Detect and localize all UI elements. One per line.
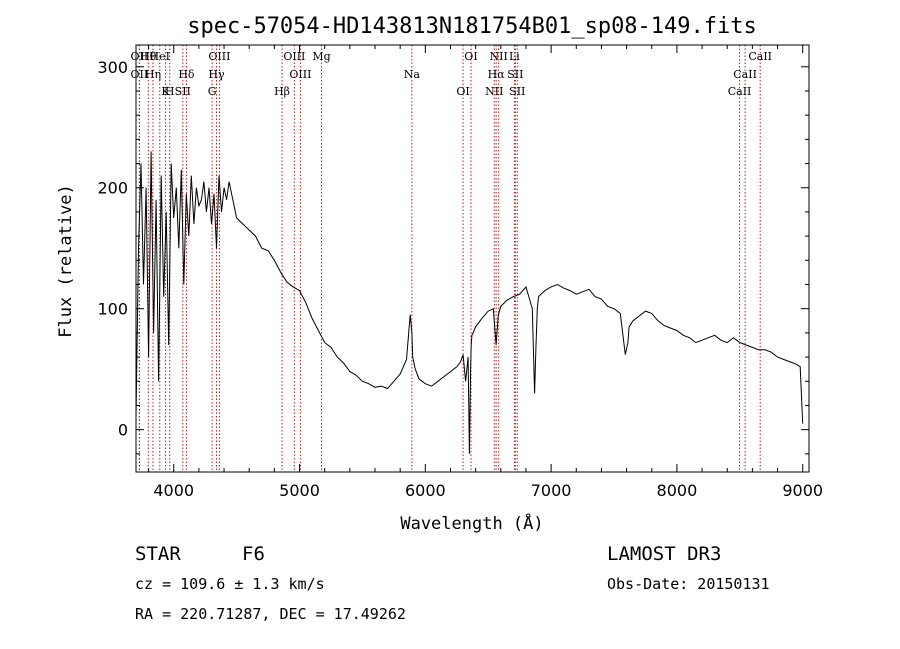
line-label-10: Hγ — [208, 68, 225, 81]
line-label-26: CaII — [728, 85, 752, 98]
y-axis-label: Flux (relative) — [56, 184, 76, 338]
x-axis-label: Wavelength (Å) — [400, 512, 543, 534]
object-class: STAR — [135, 543, 181, 565]
x-tick-label-3: 7000 — [531, 481, 572, 500]
line-label-0: Hθ — [140, 50, 157, 63]
observation-date: Obs-Date: 20150131 — [607, 575, 770, 593]
line-label-14: Hβ — [274, 85, 290, 98]
plot-frame — [135, 44, 810, 473]
spectral-line-markers — [138, 45, 761, 472]
line-label-1: OII — [131, 68, 149, 81]
x-axis-ticks: 4000 5000 6000 7000 8000 9000 — [148, 45, 823, 500]
y-tick-label-2: 200 — [97, 179, 128, 198]
coordinates-info: RA = 220.71287, DEC = 17.49262 — [135, 605, 406, 623]
y-tick-label-0: 0 — [118, 421, 128, 440]
line-label-18: OI — [464, 50, 477, 63]
line-label-6: OII — [131, 50, 149, 63]
x-tick-label-1: 5000 — [279, 481, 320, 500]
line-label-8: SII — [175, 85, 191, 98]
chart-title: spec-57054-HD143813N181754B01_sp08-149.f… — [187, 14, 757, 39]
survey-name: LAMOST DR3 — [607, 543, 721, 565]
line-label-13: OIII — [289, 68, 311, 81]
line-label-2: K — [161, 85, 170, 98]
line-label-7: Hδ — [178, 68, 195, 81]
line-label-5: H — [165, 85, 175, 98]
line-label-9: OIII — [208, 50, 230, 63]
object-subclass: F6 — [242, 543, 265, 565]
x-tick-label-0: 4000 — [153, 481, 194, 500]
x-tick-label-5: 9000 — [782, 481, 823, 500]
line-label-12: OIII — [283, 50, 305, 63]
spectral-line-labels: HθOIIKHeIHηHOIIHδSIIOIIIHγGOIIIOIIIHβMgN… — [131, 50, 772, 98]
line-label-15: Mg — [312, 50, 330, 63]
line-label-16: Na — [404, 68, 421, 81]
line-label-17: OI — [456, 85, 469, 98]
line-label-27: CaII — [748, 50, 772, 63]
line-label-22: SII — [507, 68, 523, 81]
line-label-4: Hη — [145, 68, 161, 81]
spectrum-series-line — [135, 151, 804, 454]
line-label-19: Hα — [488, 68, 506, 81]
line-label-11: G — [208, 85, 217, 98]
y-axis-ticks: 0 100 200 300 — [97, 58, 809, 455]
x-tick-label-2: 6000 — [405, 481, 446, 500]
x-tick-label-4: 8000 — [657, 481, 698, 500]
line-label-20: NII — [485, 85, 503, 98]
line-label-25: CaII — [733, 68, 757, 81]
line-label-3: HeI — [150, 50, 170, 63]
y-tick-label-1: 100 — [97, 300, 128, 319]
y-tick-label-3: 300 — [97, 58, 128, 77]
line-label-21: NII — [490, 50, 508, 63]
line-label-23: SII — [509, 85, 525, 98]
redshift-info: cz = 109.6 ± 1.3 km/s — [135, 575, 325, 593]
line-label-24: Li — [509, 50, 520, 63]
